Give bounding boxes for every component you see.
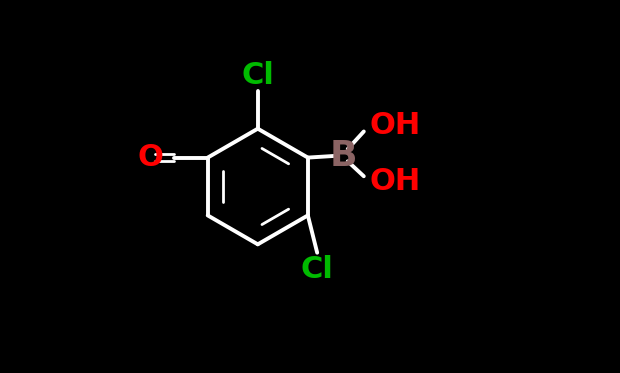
Text: Cl: Cl xyxy=(301,254,334,283)
Text: B: B xyxy=(330,139,357,173)
Text: OH: OH xyxy=(370,167,420,196)
Text: OH: OH xyxy=(370,112,420,140)
Text: O: O xyxy=(138,143,164,172)
Text: Cl: Cl xyxy=(241,60,274,90)
